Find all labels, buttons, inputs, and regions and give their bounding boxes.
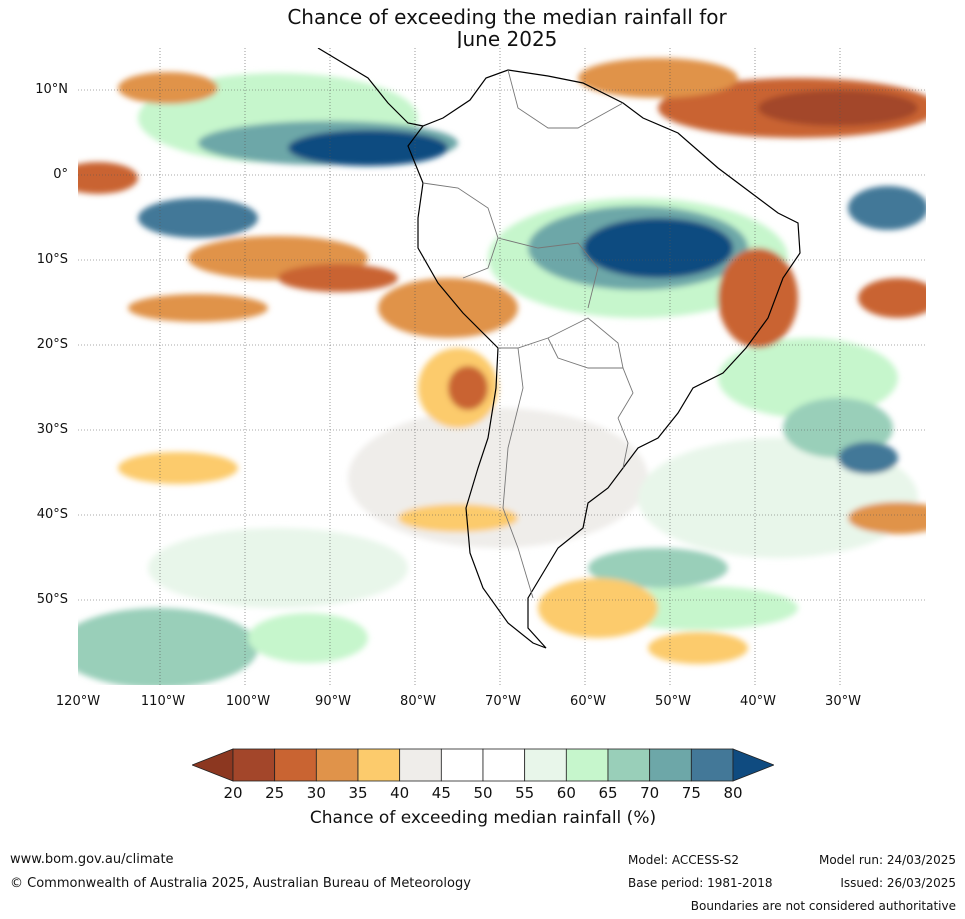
rainfall-map [78,48,926,685]
colorbar-swatch [690,748,734,782]
map-svg [78,48,926,685]
lon-label-50w: 50°W [655,694,691,709]
lon-label-60w: 60°W [570,694,606,709]
lon-label-90w: 90°W [315,694,351,709]
colorbar-swatch [232,748,276,782]
map-title-line-2: June 2025 [456,27,558,51]
colorbar-swatch [274,748,317,782]
colorbar-swatch [524,748,567,782]
lon-label-100w: 100°W [225,694,271,709]
south-america-outline [407,69,801,649]
lon-label-30w: 30°W [825,694,861,709]
colorbar-tick-label: 60 [556,784,576,802]
colorbar-swatch [482,748,526,782]
colorbar-swatch [607,748,651,782]
footer-website: www.bom.gov.au/climate [10,852,174,867]
lon-label-80w: 80°W [400,694,436,709]
colorbar-swatch [440,748,484,782]
colorbar-swatch [565,748,609,782]
footer-copyright: © Commonwealth of Australia 2025, Austra… [10,876,471,891]
lon-label-110w: 110°W [140,694,186,709]
lat-label-0: 0° [53,167,68,182]
colorbar-over-arrow [732,748,774,782]
lat-label-30s: 30°S [36,422,68,437]
colorbar-tick-label: 50 [473,784,493,802]
footer-model-run: Model run: 24/03/2025 [818,853,956,867]
colorbar-tick-label: 70 [640,784,660,802]
lat-label-10s: 10°S [36,252,68,267]
colorbar-tick-label: 65 [598,784,618,802]
lon-label-120w: 120°W [55,694,101,709]
footer-model: Model: ACCESS-S2 [628,853,740,867]
lat-label-20s: 20°S [36,337,68,352]
map-title-line-1: Chance of exceeding the median rainfall … [287,5,727,29]
graticule [78,48,926,685]
colorbar-under-arrow [192,748,234,782]
lat-label-10n: 10°N [35,82,68,97]
colorbar-tick-label: 20 [223,784,243,802]
colorbar-tick-label: 80 [723,784,743,802]
central-america-outline [317,48,424,127]
colorbar-swatch [649,748,692,782]
lat-label-50s: 50°S [36,592,68,607]
colorbar-swatch [399,748,442,782]
footer-disclaimer: Boundaries are not considered authoritat… [690,899,956,913]
colorbar-tick-label: 75 [681,784,701,802]
colorbar-tick-label: 35 [348,784,368,802]
colorbar-tick-label: 55 [515,784,535,802]
footer-base-period: Base period: 1981-2018 [628,876,773,890]
colorbar-tick-label: 40 [390,784,410,802]
colorbar [192,748,774,782]
country-borders [422,69,634,599]
colorbar-swatch [357,748,401,782]
colorbar-title: Chance of exceeding median rainfall (%) [309,808,657,828]
colorbar-tick-label: 30 [306,784,326,802]
lat-label-40s: 40°S [36,507,68,522]
colorbar-tick-label: 45 [431,784,451,802]
lon-label-40w: 40°W [740,694,776,709]
lon-label-70w: 70°W [485,694,521,709]
colorbar-swatch [315,748,359,782]
footer-issued: Issued: 26/03/2025 [840,876,956,890]
colorbar-tick-label: 25 [265,784,285,802]
